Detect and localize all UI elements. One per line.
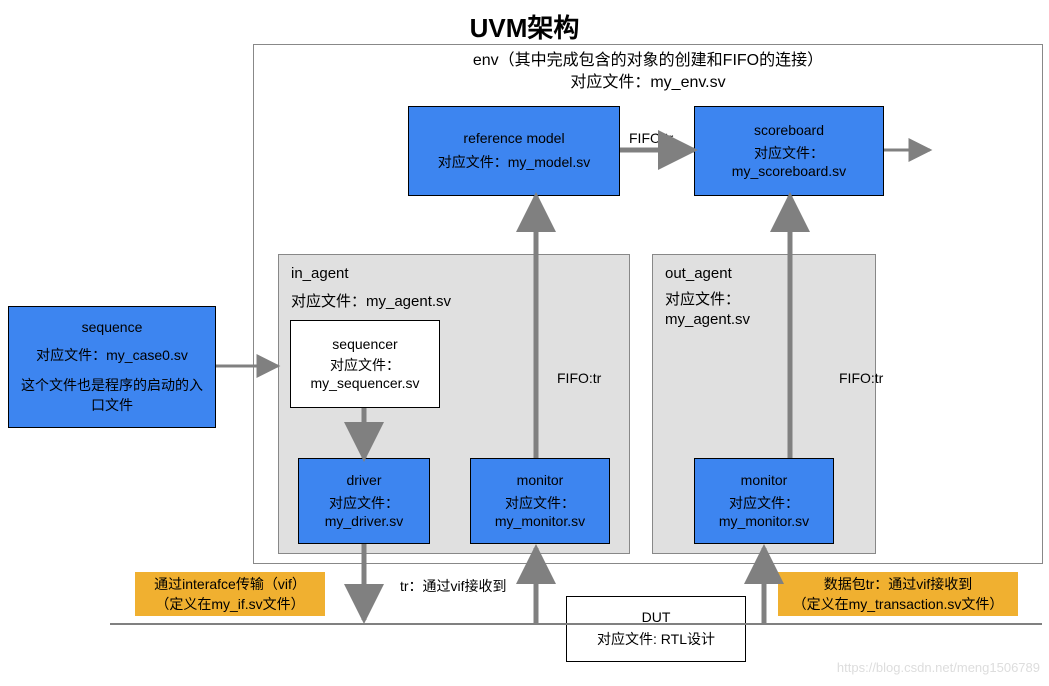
- in-monitor-file-l2: my_monitor.sv: [495, 512, 585, 530]
- driver-node: driver 对应文件： my_driver.sv: [298, 458, 430, 544]
- label-fifo-inmon: FIFO:tr: [557, 370, 601, 386]
- sequencer-node: sequencer 对应文件： my_sequencer.sv: [290, 320, 440, 408]
- scoreboard-file-l1: 对应文件：: [732, 144, 846, 162]
- reference-model-title: reference model: [463, 130, 564, 146]
- note-vif-l1: 通过interafce传输（vif）: [154, 574, 306, 594]
- sequencer-file-l1: 对应文件：: [311, 356, 420, 374]
- in-monitor-node: monitor 对应文件： my_monitor.sv: [470, 458, 610, 544]
- dut-file: 对应文件: RTL设计: [597, 629, 715, 649]
- sequence-title: sequence: [82, 319, 143, 335]
- out-agent-file-l2: my_agent.sv: [665, 310, 863, 330]
- out-agent-title: out_agent: [665, 265, 863, 282]
- note-vif-l2: （定义在my_if.sv文件）: [155, 594, 304, 614]
- note-vif: 通过interafce传输（vif） （定义在my_if.sv文件）: [135, 572, 325, 616]
- sequencer-file-l2: my_sequencer.sv: [311, 374, 420, 392]
- driver-file-l2: my_driver.sv: [325, 512, 404, 530]
- label-fifo-outmon: FIFO:tr: [839, 370, 883, 386]
- out-monitor-file-l1: 对应文件：: [719, 494, 809, 512]
- sequence-note: 这个文件也是程序的启动的入口文件: [9, 375, 215, 415]
- env-header: env（其中完成包含的对象的创建和FIFO的连接） 对应文件：my_env.sv: [253, 50, 1043, 95]
- note-tr-l1: 数据包tr：通过vif接收到: [824, 574, 973, 594]
- in-agent-file: 对应文件：my_agent.sv: [291, 290, 617, 311]
- driver-title: driver: [346, 472, 381, 488]
- out-monitor-node: monitor 对应文件： my_monitor.sv: [694, 458, 834, 544]
- dut-title: DUT: [642, 609, 671, 625]
- out-agent-file-l1: 对应文件：: [665, 290, 863, 310]
- label-tr-recv: tr：通过vif接收到: [400, 576, 507, 596]
- note-tr: 数据包tr：通过vif接收到 （定义在my_transaction.sv文件）: [778, 572, 1018, 616]
- watermark: https://blog.csdn.net/meng1506789: [780, 660, 1040, 675]
- env-header-line1: env（其中完成包含的对象的创建和FIFO的连接）: [253, 50, 1043, 72]
- reference-model-file: 对应文件：my_model.sv: [438, 152, 590, 172]
- scoreboard-file-l2: my_scoreboard.sv: [732, 162, 846, 180]
- in-monitor-file-l1: 对应文件：: [495, 494, 585, 512]
- reference-model-node: reference model 对应文件：my_model.sv: [408, 106, 620, 196]
- out-monitor-file-l2: my_monitor.sv: [719, 512, 809, 530]
- scoreboard-node: scoreboard 对应文件： my_scoreboard.sv: [694, 106, 884, 196]
- scoreboard-title: scoreboard: [754, 122, 824, 138]
- driver-file-l1: 对应文件：: [325, 494, 404, 512]
- in-agent-title: in_agent: [291, 265, 617, 282]
- sequence-node: sequence 对应文件：my_case0.sv 这个文件也是程序的启动的入口…: [8, 306, 216, 428]
- out-monitor-title: monitor: [741, 472, 788, 488]
- dut-node: DUT 对应文件: RTL设计: [566, 596, 746, 662]
- sequence-file: 对应文件：my_case0.sv: [36, 345, 188, 365]
- note-tr-l2: （定义在my_transaction.sv文件）: [793, 594, 1004, 614]
- sequencer-title: sequencer: [332, 336, 397, 352]
- in-monitor-title: monitor: [517, 472, 564, 488]
- page-title: UVM架构: [0, 8, 1049, 45]
- label-fifo-ref-sb: FIFO:tr: [629, 130, 673, 146]
- env-header-line2: 对应文件：my_env.sv: [253, 72, 1043, 94]
